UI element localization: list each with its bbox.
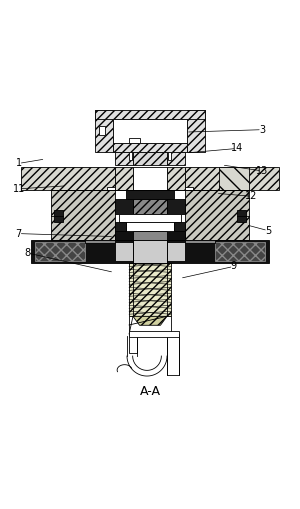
Bar <box>113 119 187 143</box>
Bar <box>95 110 205 119</box>
Bar <box>118 214 182 222</box>
Bar <box>133 167 167 190</box>
Bar <box>168 152 171 160</box>
Text: 12: 12 <box>245 191 258 201</box>
Text: 5: 5 <box>265 225 271 236</box>
Text: A-A: A-A <box>140 385 160 399</box>
Text: 1: 1 <box>16 158 22 168</box>
Text: 11: 11 <box>13 184 25 194</box>
Bar <box>85 240 115 243</box>
Bar <box>107 187 115 190</box>
Bar <box>133 231 167 240</box>
Bar <box>113 143 187 152</box>
Bar <box>133 199 167 214</box>
Bar <box>31 240 269 264</box>
Bar <box>95 110 113 152</box>
Bar <box>115 231 185 240</box>
Text: 13: 13 <box>256 166 268 176</box>
Text: 9: 9 <box>230 262 237 271</box>
Bar <box>133 240 167 264</box>
Polygon shape <box>133 316 167 325</box>
Bar <box>185 167 279 190</box>
Bar <box>167 199 185 214</box>
Bar <box>140 316 160 331</box>
Bar <box>167 152 185 165</box>
Bar <box>115 242 185 261</box>
Bar <box>115 152 133 165</box>
Bar <box>185 240 215 243</box>
Bar <box>129 316 171 334</box>
Bar <box>54 210 63 221</box>
Bar <box>115 222 126 231</box>
Bar <box>215 242 265 261</box>
Bar <box>35 242 85 261</box>
Bar <box>187 110 205 152</box>
Bar <box>219 167 248 190</box>
Text: 14: 14 <box>230 144 243 154</box>
Bar <box>99 126 105 135</box>
Bar <box>51 190 115 240</box>
Bar <box>133 152 167 165</box>
Bar <box>129 334 137 353</box>
Bar <box>129 138 140 143</box>
Bar <box>126 190 174 199</box>
Bar <box>167 167 185 190</box>
Text: 7: 7 <box>16 229 22 239</box>
Bar <box>185 187 193 190</box>
Bar <box>238 210 246 221</box>
Bar <box>167 334 179 375</box>
Text: 8: 8 <box>25 248 31 258</box>
Bar <box>185 190 249 240</box>
Bar <box>129 264 171 316</box>
Bar <box>115 199 133 214</box>
Bar <box>174 222 185 231</box>
Bar <box>129 331 179 337</box>
Bar <box>129 152 132 160</box>
Bar <box>115 167 133 190</box>
Text: 3: 3 <box>259 125 265 135</box>
Bar <box>126 222 174 231</box>
Bar <box>21 167 115 190</box>
